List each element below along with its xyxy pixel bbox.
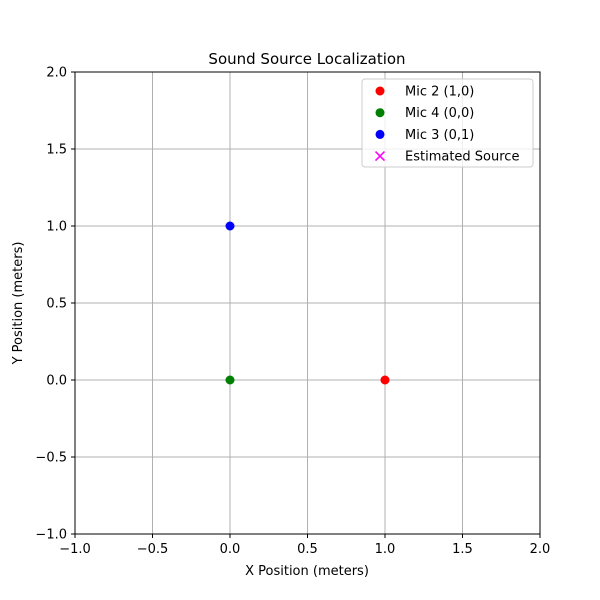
x-tick-label: 2.0 [530, 542, 551, 557]
legend-marker [375, 108, 385, 118]
y-tick-label: −0.5 [35, 451, 67, 466]
y-tick-label: 2.0 [46, 66, 67, 81]
chart-title: Sound Source Localization [208, 50, 405, 68]
x-tick-label: 1.0 [375, 542, 396, 557]
x-tick-label: 0.0 [220, 542, 241, 557]
legend-marker [375, 86, 385, 96]
x-tick-label: 1.5 [452, 542, 473, 557]
legend-label: Mic 2 (1,0) [405, 85, 474, 100]
y-axis-label: Y Position (meters) [11, 242, 26, 366]
y-tick-label: 0.0 [46, 374, 67, 389]
legend-entries: Mic 2 (1,0) Mic 4 (0,0) Mic 3 (0,1) Estimat… [374, 85, 519, 165]
x-tick-label: −1.0 [59, 542, 91, 557]
legend-marker [375, 129, 385, 139]
legend-label: Mic 4 (0,0) [405, 106, 474, 121]
x-tick-label: −0.5 [137, 542, 169, 557]
legend-label: Estimated Source [405, 150, 519, 165]
data-point [225, 221, 235, 231]
x-tick-label: 0.5 [297, 542, 318, 557]
legend-label: Mic 3 (0,1) [405, 128, 474, 143]
y-tick-label: 0.5 [46, 297, 67, 312]
legend-marker [374, 151, 386, 162]
legend-box [361, 78, 534, 168]
data-point [380, 375, 390, 385]
x-marker-stroke [374, 151, 386, 162]
axis-ticks: −1.0 −0.5 0.0 0.5 1.0 1.5 2.0 −1.0 −0.5 0.0 0.5 1.0… [35, 66, 550, 558]
x-axis-label: X Position (meters) [245, 564, 369, 579]
y-tick-label: 1.5 [46, 143, 67, 158]
data-points [225, 221, 390, 385]
legend: Mic 2 (1,0) Mic 4 (0,0) Mic 3 (0,1) Estimat… [361, 78, 534, 168]
data-point [225, 375, 235, 385]
y-tick-label: −1.0 [35, 528, 67, 543]
y-tick-label: 1.0 [46, 220, 67, 235]
